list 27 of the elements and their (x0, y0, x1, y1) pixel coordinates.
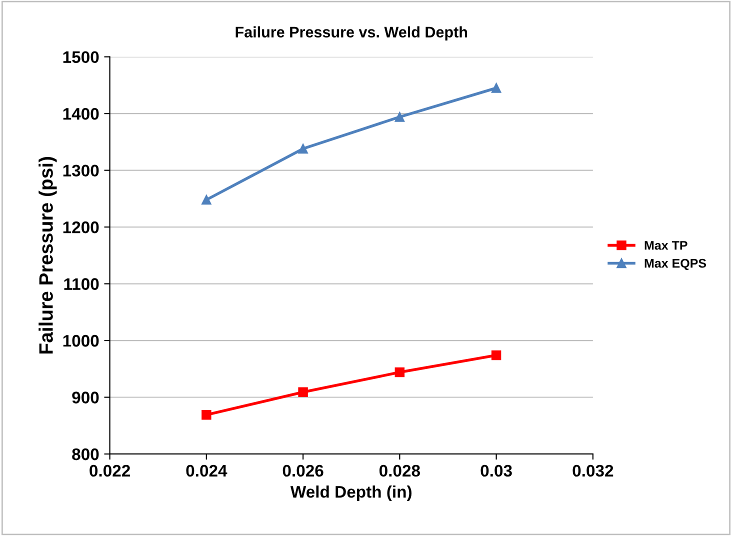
x-tick-label: 0.028 (379, 464, 420, 477)
y-tick-label: 800 (72, 448, 99, 460)
x-tick-label: 0.024 (186, 464, 228, 477)
point (491, 83, 502, 93)
point (202, 194, 212, 205)
x-tick-label: 0.032 (572, 464, 614, 477)
point (394, 367, 405, 378)
point (202, 410, 212, 420)
y-tick-label: 900 (72, 392, 99, 404)
x-tick-label: 0.03 (480, 464, 512, 477)
point (298, 387, 308, 398)
y-tick-label: 1100 (64, 278, 99, 290)
point (394, 112, 405, 122)
y-tick-label: 1200 (63, 221, 99, 234)
y-tick-label: 1500 (63, 51, 99, 64)
x-axis-title: Weld Depth (in) (290, 486, 412, 502)
legend-label: Max EQPS (644, 258, 706, 270)
chart-title: Failure Pressure vs. Weld Depth (236, 26, 468, 41)
point (298, 144, 308, 154)
legend-label: Max TP (644, 241, 688, 250)
y-tick-label: 1400 (63, 108, 99, 120)
x-tick-label: 0.022 (90, 464, 130, 477)
y-tick-label: 1000 (63, 334, 99, 347)
x-tick-label: 0.026 (282, 464, 324, 477)
y-tick-label: 1300 (63, 164, 99, 177)
point (491, 350, 502, 360)
y-axis-title: Failure Pressure (psi) (38, 156, 57, 354)
